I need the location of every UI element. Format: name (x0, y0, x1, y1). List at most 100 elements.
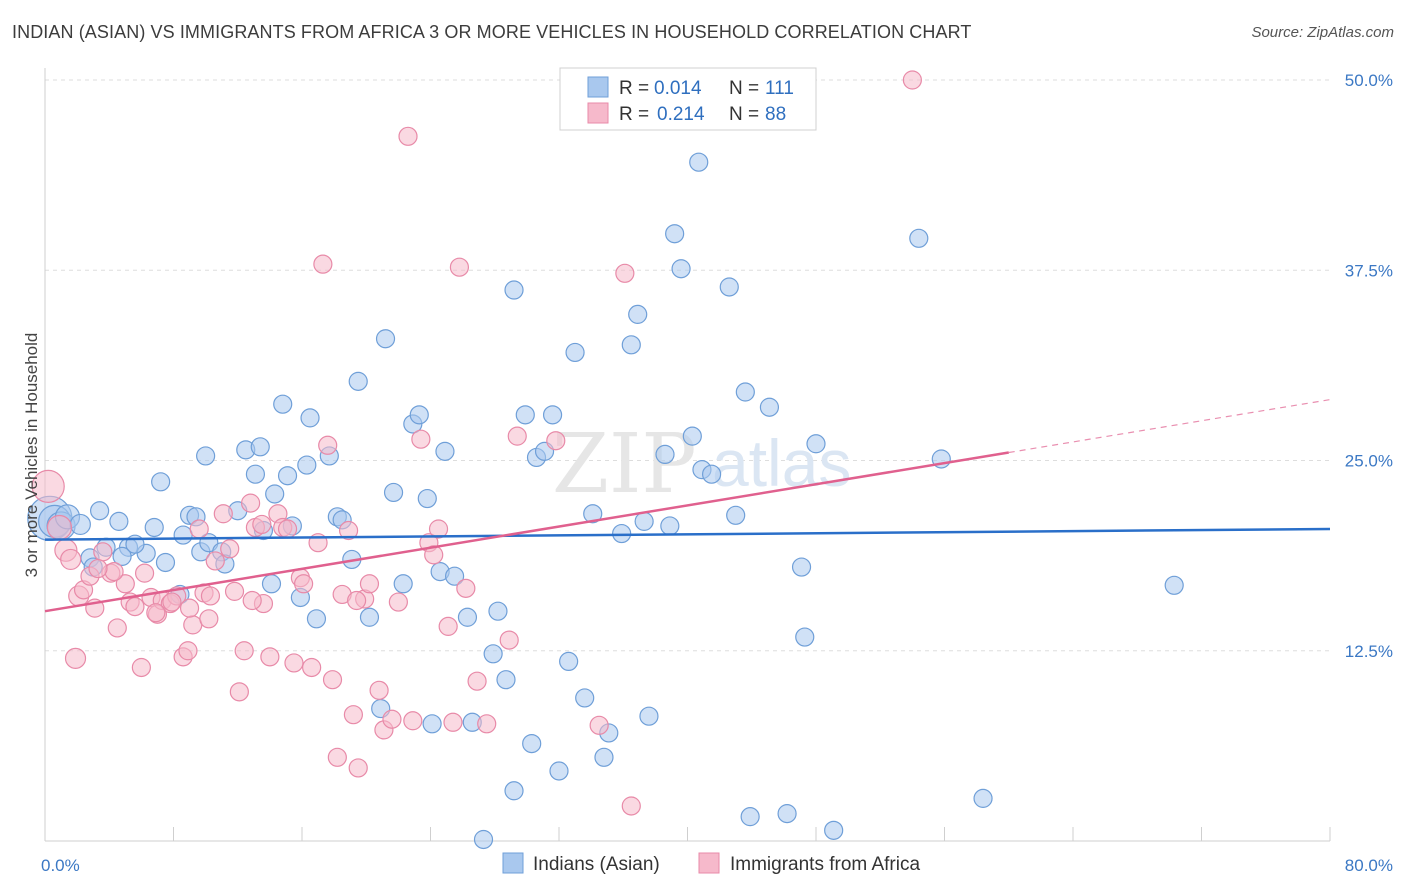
indians-asian-point-100 (909, 228, 929, 248)
indians-asian-point-66 (522, 733, 542, 754)
trend-line-immigrants-africa-extension (1008, 399, 1331, 454)
indians-asian-point-53 (422, 714, 442, 734)
indians-asian-point-14 (144, 517, 164, 538)
immigrants-africa-point-46 (313, 254, 333, 274)
indians-asian-point-31 (261, 574, 282, 594)
immigrants-africa-point-70 (467, 671, 487, 691)
legend-r-value-blue: 0.014 (654, 78, 702, 99)
trend-lines (44, 399, 1331, 613)
series-legend: Indians (Asian) Immigrants from Africa (502, 852, 920, 875)
indians-asian-point-45 (359, 607, 380, 627)
x-tick-labels: 0.0% 80.0% (41, 856, 1393, 875)
stats-legend: R = 0.014 N = 111 R = 0.214 N = 88 (559, 67, 817, 131)
legend-r-label-pink: R = (619, 104, 649, 125)
legend-swatch-pink (587, 102, 609, 124)
bottom-legend-label-pink: Immigrants from Africa (730, 854, 920, 875)
indians-asian-point-82 (655, 444, 675, 465)
source-label: Source: ZipAtlas.com (1251, 24, 1394, 41)
indians-asian-point-78 (621, 335, 641, 355)
immigrants-africa-point-14 (125, 597, 145, 617)
indians-asian-point-34 (277, 466, 298, 486)
indians-asian-point-28 (245, 464, 266, 484)
indians-asian-point-85 (671, 259, 691, 279)
immigrants-africa-point-16 (134, 563, 155, 583)
immigrants-africa-point-78 (902, 70, 922, 90)
immigrants-africa-point-28 (205, 551, 225, 571)
indians-asian-point-91 (726, 505, 746, 525)
indians-asian-point-49 (393, 574, 413, 594)
indians-asian-point-74 (583, 504, 603, 524)
bottom-legend-swatch-pink (698, 852, 720, 874)
indians-asian-point-71 (559, 651, 579, 672)
indians-asian-point-63 (504, 280, 524, 300)
indians-asian-point-5 (90, 501, 110, 521)
immigrants-africa-point-4 (64, 647, 87, 669)
legend-swatch-blue (587, 76, 609, 98)
watermark: ZIP atlas (552, 417, 851, 512)
immigrants-africa-point-69 (456, 578, 476, 598)
indians-asian-point-72 (565, 342, 585, 363)
immigrants-africa-point-37 (260, 647, 280, 667)
indians-asian-point-99 (824, 820, 844, 840)
immigrants-africa-point-33 (234, 641, 254, 661)
immigrants-africa-point-74 (546, 431, 566, 451)
indians-asian-point-29 (250, 437, 270, 457)
legend-n-label-pink: N = (729, 104, 759, 125)
indians-asian-point-52 (417, 488, 437, 509)
legend-r-value-pink: 0.214 (657, 104, 705, 125)
grid-lines (45, 79, 1330, 652)
indians-asian-point-86 (682, 426, 702, 446)
indians-asian-point-51 (409, 405, 429, 425)
axes (44, 68, 1331, 842)
indians-asian-point-84 (665, 224, 685, 244)
indians-asian-point-96 (791, 557, 812, 577)
indians-asian-point-62 (496, 670, 516, 690)
immigrants-africa-point-56 (369, 680, 389, 700)
immigrants-africa-point-12 (115, 574, 135, 594)
immigrants-africa-point-65 (428, 519, 449, 539)
indians-asian-point-92 (735, 382, 755, 402)
immigrants-africa-point-64 (424, 545, 444, 565)
y-tick-label-0: 12.5% (1345, 642, 1393, 661)
immigrants-africa-point-47 (318, 435, 338, 455)
immigrants-africa-point-81 (242, 590, 262, 611)
indians-asian-point-94 (759, 397, 780, 417)
indians-asian-point-80 (634, 511, 654, 531)
indians-asian-point-88 (689, 152, 709, 172)
indians-asian-point-55 (435, 441, 455, 461)
indians-asian-point-83 (660, 516, 680, 536)
immigrants-africa-point-15 (131, 657, 151, 678)
bottom-legend-swatch-blue (502, 852, 524, 874)
immigrants-africa-point-87 (252, 514, 272, 535)
immigrants-africa-point-51 (338, 520, 359, 541)
immigrants-africa-point-83 (88, 558, 108, 579)
immigrants-africa-point-66 (438, 616, 458, 636)
immigrants-africa-point-48 (322, 670, 343, 690)
immigrants-africa-point-72 (499, 630, 519, 650)
indians-asian-point-57 (457, 607, 478, 627)
trend-line-indians-asian (44, 527, 1331, 541)
immigrants-africa-point-62 (411, 429, 431, 449)
x-tick-label-1: 80.0% (1345, 856, 1393, 875)
immigrants-africa-point-23 (178, 641, 198, 661)
legend-n-value-pink: 88 (765, 104, 786, 125)
indians-asian-point-44 (348, 371, 368, 391)
immigrants-africa-point-3 (60, 548, 82, 571)
indians-asian-point-4 (69, 513, 91, 536)
indians-asian-point-61 (488, 601, 508, 621)
indians-asian-point-16 (151, 472, 171, 492)
immigrants-africa-point-86 (347, 590, 367, 611)
legend-n-value-blue: 111 (765, 78, 794, 99)
indians-asian-point-10 (112, 546, 132, 566)
immigrants-africa-point-80 (200, 586, 221, 606)
immigrants-africa-point-55 (359, 574, 380, 594)
immigrants-africa-point-31 (224, 581, 245, 601)
series-indians-asian (27, 152, 1184, 850)
immigrants-africa-point-34 (241, 493, 261, 513)
indians-asian-point-59 (473, 829, 494, 850)
indians-asian-point-60 (483, 644, 503, 664)
indians-asian-point-93 (740, 807, 760, 827)
immigrants-africa-point-68 (449, 257, 470, 277)
immigrants-africa-point-79 (162, 592, 182, 612)
